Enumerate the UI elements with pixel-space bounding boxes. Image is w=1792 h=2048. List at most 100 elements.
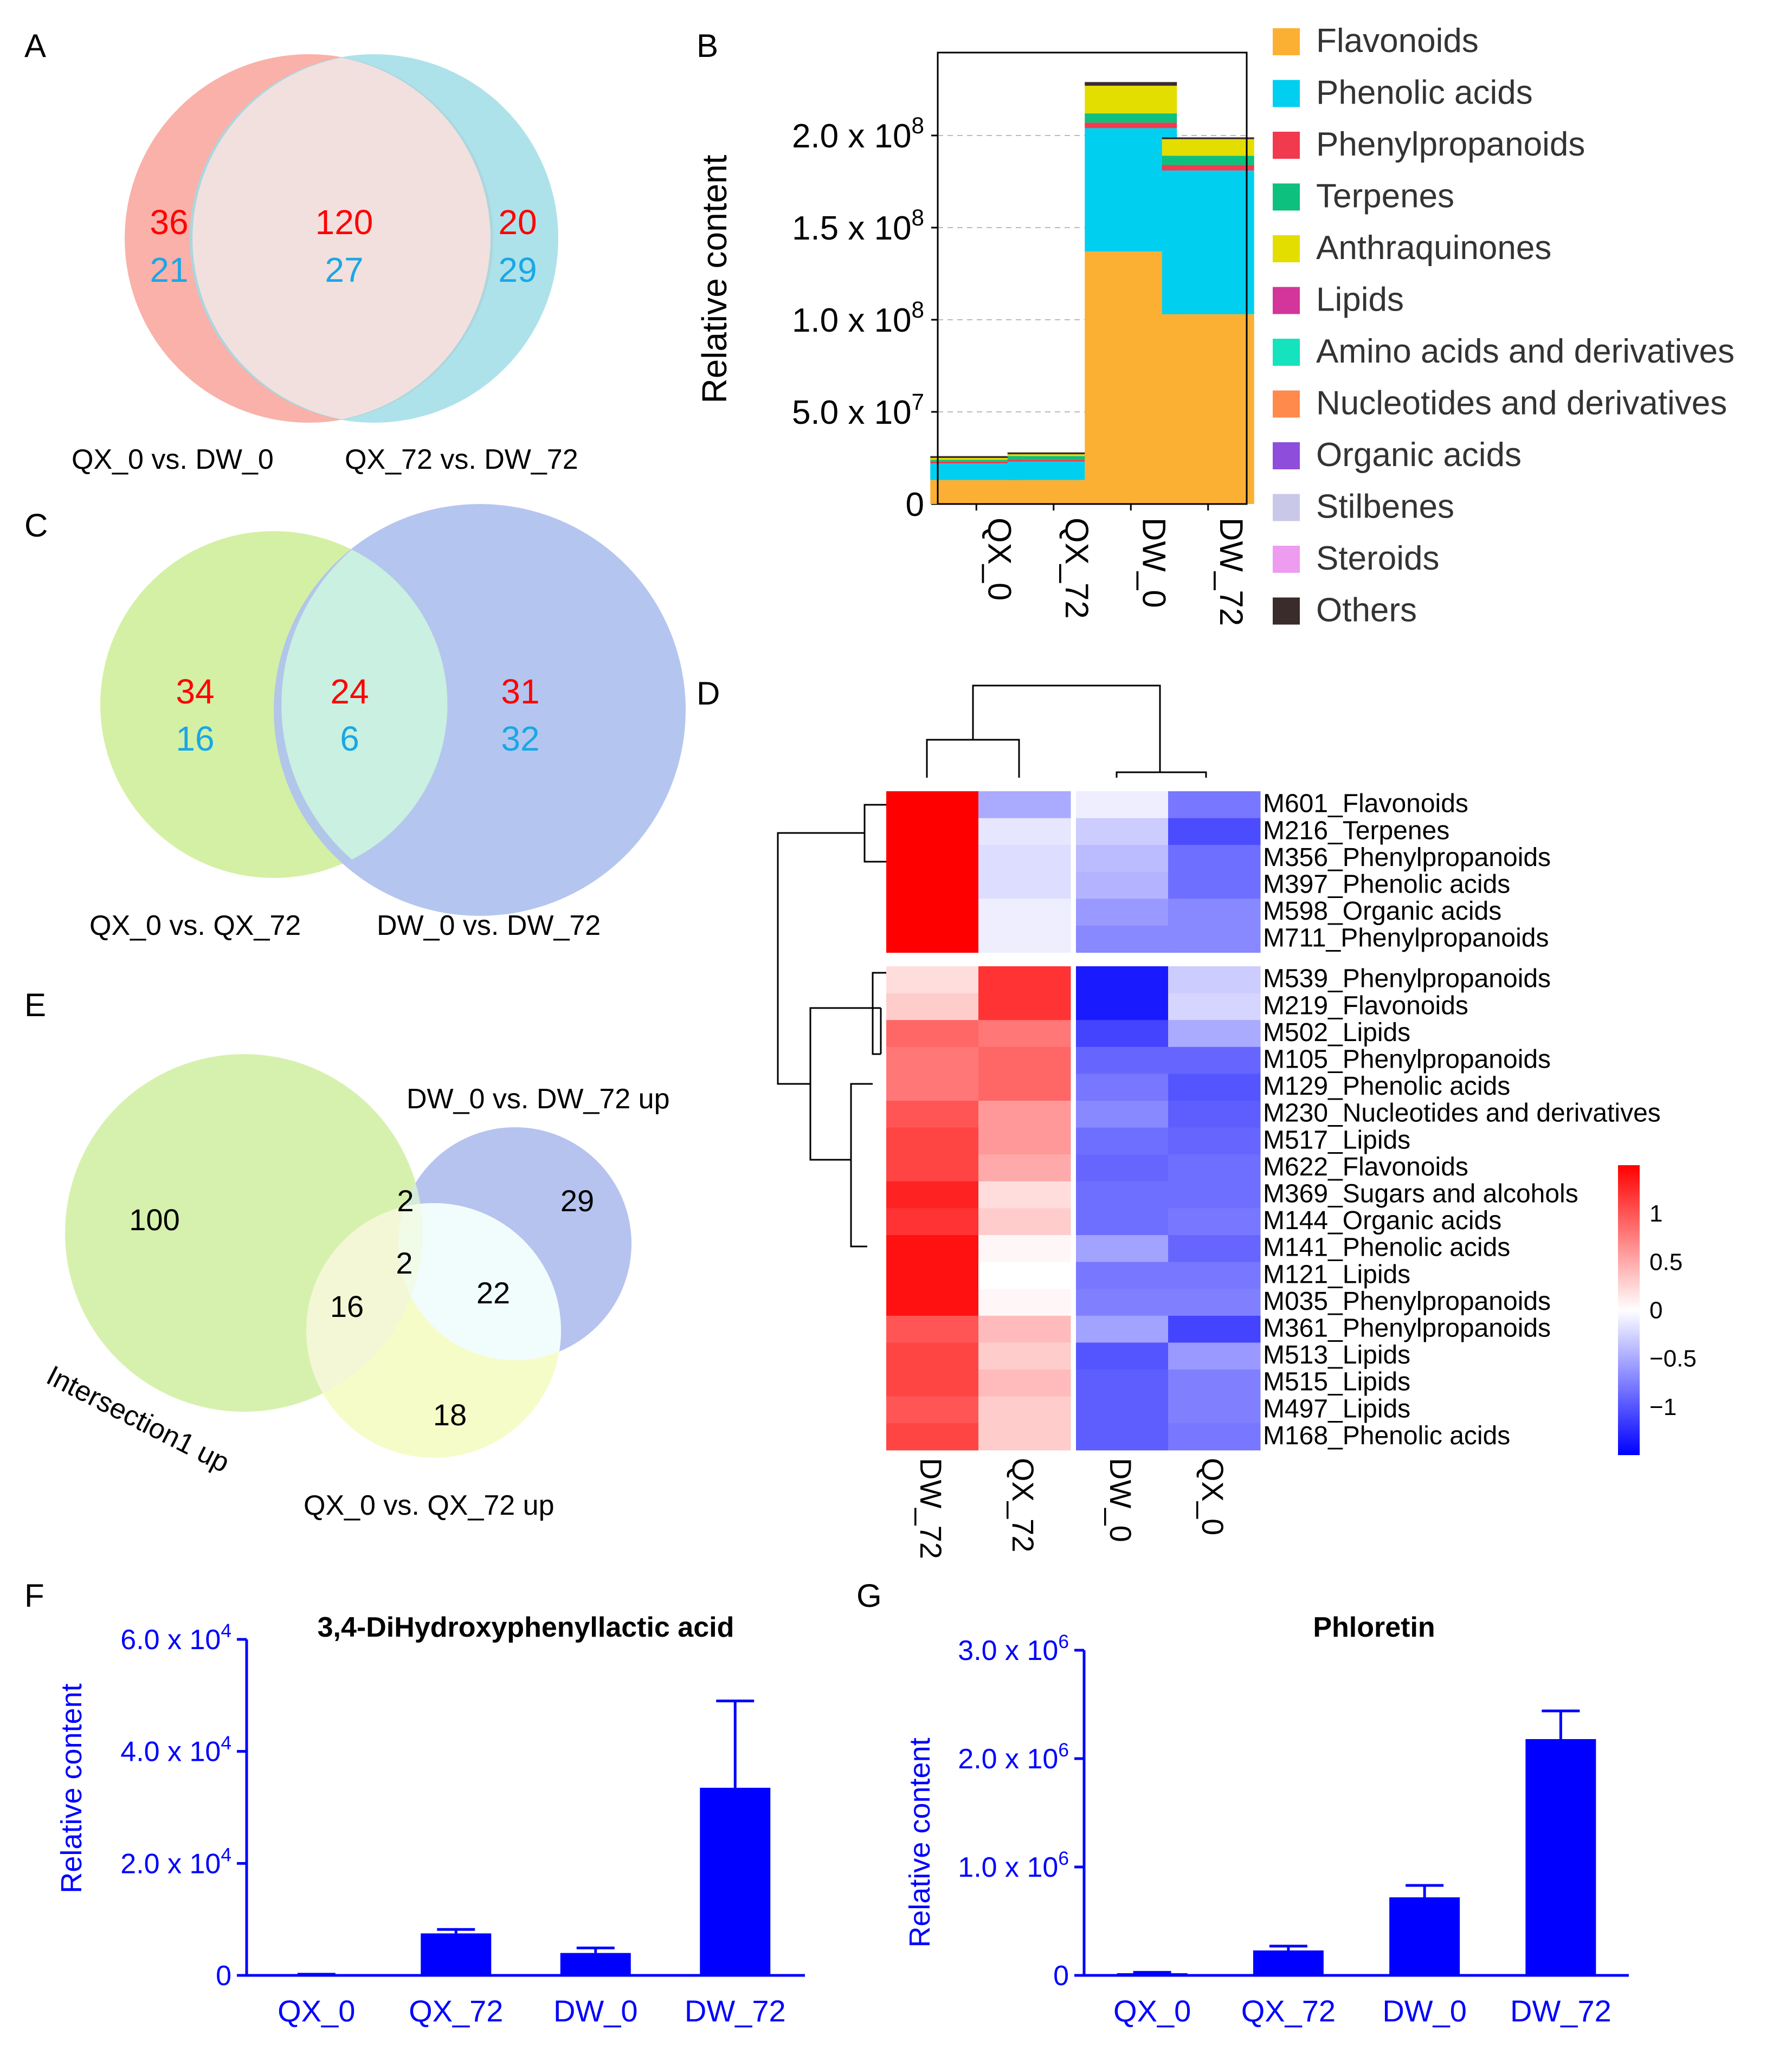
heatmap-cell bbox=[886, 1046, 979, 1074]
bar-segment bbox=[1085, 122, 1177, 128]
heatmap-cell bbox=[978, 1396, 1071, 1424]
venn-c-left-blue: 16 bbox=[176, 719, 214, 758]
heatmap-cell bbox=[886, 993, 979, 1020]
heatmap-cell bbox=[1168, 1127, 1261, 1155]
bar-segment bbox=[930, 480, 1023, 504]
bar bbox=[421, 1933, 492, 1975]
venn-e-set-dw-label: DW_0 vs. DW_72 up bbox=[407, 1083, 670, 1115]
panel-c: C 34 16 24 6 31 32 QX_0 vs. QX_72 DW_0 v… bbox=[24, 504, 686, 941]
panel-b: B 0 5.0 x 107 1.0 x 108 1.5 x 108 2.0 x 108 Q… bbox=[695, 22, 1735, 629]
heatmap-cell bbox=[886, 818, 979, 845]
row-label: M497_Lipids bbox=[1263, 1394, 1410, 1423]
legend-swatch bbox=[1273, 390, 1300, 418]
venn-c-right-red: 31 bbox=[501, 672, 539, 711]
venn-e-n-blue-only: 29 bbox=[560, 1184, 594, 1218]
heatmap-cell bbox=[1168, 1262, 1261, 1289]
heatmap-cell bbox=[978, 871, 1071, 899]
row-dendrogram bbox=[777, 804, 889, 1248]
panel-e-letter: E bbox=[24, 987, 46, 1023]
row-label: M129_Phenolic acids bbox=[1263, 1072, 1510, 1101]
bar-segment bbox=[1085, 128, 1177, 252]
heatmap-cell bbox=[1076, 926, 1169, 953]
heatmap-cell bbox=[978, 1342, 1071, 1370]
row-label: M141_Phenolic acids bbox=[1263, 1233, 1510, 1262]
heatmap-cell bbox=[1076, 818, 1169, 845]
panel-c-letter: C bbox=[24, 507, 48, 544]
bar-segment bbox=[1007, 456, 1100, 460]
heatmap-cell bbox=[978, 791, 1071, 819]
legend-label: Flavonoids bbox=[1316, 22, 1479, 60]
x-tick-label: DW_0 bbox=[1382, 1994, 1467, 2028]
heatmap-cell bbox=[886, 1020, 979, 1048]
heatmap-cell bbox=[1168, 1020, 1261, 1048]
bar-segment bbox=[1085, 113, 1177, 123]
bar-segment bbox=[1162, 139, 1254, 156]
venn-e-n-green-only: 100 bbox=[129, 1203, 179, 1237]
x-tick-label: DW_0 bbox=[553, 1994, 638, 2028]
heatmap-cell bbox=[1076, 791, 1169, 819]
y-tick-label: 1.0 x 106 bbox=[958, 1848, 1069, 1883]
heatmap-cell bbox=[978, 1181, 1071, 1209]
heatmap-cell bbox=[1168, 1101, 1261, 1128]
legend-swatch bbox=[1273, 546, 1300, 573]
venn-a-left-red: 36 bbox=[150, 203, 188, 242]
row-label: M601_Flavonoids bbox=[1263, 790, 1468, 818]
y-tick-label: 1.5 x 108 bbox=[792, 205, 924, 247]
x-tick-label: DW_0 bbox=[1136, 518, 1172, 608]
bar bbox=[700, 1787, 771, 1975]
colorbar-tick-label: −0.5 bbox=[1649, 1346, 1697, 1372]
heatmap-cell bbox=[1076, 993, 1169, 1020]
bar-segment bbox=[1007, 461, 1100, 480]
heatmap-cell bbox=[1076, 1369, 1169, 1397]
heatmap-cell bbox=[1168, 926, 1261, 953]
heatmap-cell bbox=[978, 993, 1071, 1020]
bar-segment bbox=[1162, 165, 1254, 171]
row-label: M219_Flavonoids bbox=[1263, 991, 1468, 1020]
heatmap-cell bbox=[978, 966, 1071, 994]
x-tick-label: QX_0 bbox=[278, 1994, 355, 2028]
legend-label: Others bbox=[1316, 592, 1417, 629]
heatmap-cell bbox=[886, 1181, 979, 1209]
heatmap-cell bbox=[1168, 1315, 1261, 1343]
heatmap-cell bbox=[886, 1369, 979, 1397]
heatmap-cell bbox=[1168, 1154, 1261, 1182]
venn-e-n-blue-yellow: 22 bbox=[476, 1276, 510, 1310]
colorbar-tick-label: 0.5 bbox=[1649, 1249, 1683, 1275]
heatmap-cell bbox=[886, 1101, 979, 1128]
bar-segment bbox=[1007, 452, 1100, 455]
heatmap-cell bbox=[1076, 899, 1169, 926]
heatmap-cell bbox=[978, 1315, 1071, 1343]
venn-a-mid-blue: 27 bbox=[325, 250, 363, 289]
heatmap-cell bbox=[1168, 818, 1261, 845]
heatmap-cell bbox=[1168, 1423, 1261, 1451]
colorbar-tick-label: −1 bbox=[1649, 1394, 1677, 1420]
heatmap-cell bbox=[978, 926, 1071, 953]
legend-swatch bbox=[1273, 132, 1300, 159]
x-tick-label: DW_72 bbox=[1213, 518, 1249, 626]
heatmap-cell bbox=[978, 1046, 1071, 1074]
legend-swatch bbox=[1273, 287, 1300, 314]
venn-e-n-yellow-only: 18 bbox=[433, 1398, 467, 1432]
heatmap-cell bbox=[978, 1289, 1071, 1316]
row-label: M622_Flavonoids bbox=[1263, 1153, 1468, 1181]
heatmap-cell bbox=[1076, 1101, 1169, 1128]
row-label: M515_Lipids bbox=[1263, 1368, 1410, 1397]
bar-segment bbox=[1007, 460, 1100, 462]
heatmap-cell bbox=[1168, 1342, 1261, 1370]
heatmap-cell bbox=[978, 1208, 1071, 1236]
column-label: QX_0 bbox=[1196, 1458, 1230, 1535]
venn-a-right-label: QX_72 vs. DW_72 bbox=[345, 444, 578, 475]
legend-swatch bbox=[1273, 28, 1300, 55]
venn-e-n-green-blue: 2 bbox=[397, 1184, 414, 1218]
bar-segment bbox=[1162, 170, 1254, 314]
bar-segment bbox=[1162, 156, 1254, 165]
bar-segment bbox=[930, 463, 1023, 480]
row-label: M397_Phenolic acids bbox=[1263, 870, 1510, 899]
heatmap-cell bbox=[978, 899, 1071, 926]
bar-segment bbox=[1162, 314, 1254, 504]
row-label: M711_Phenylpropanoids bbox=[1263, 924, 1549, 953]
heatmap-cell bbox=[1168, 1369, 1261, 1397]
y-tick-label: 1.0 x 108 bbox=[792, 297, 924, 339]
heatmap-cell bbox=[978, 1262, 1071, 1289]
heatmap-cell bbox=[1168, 871, 1261, 899]
